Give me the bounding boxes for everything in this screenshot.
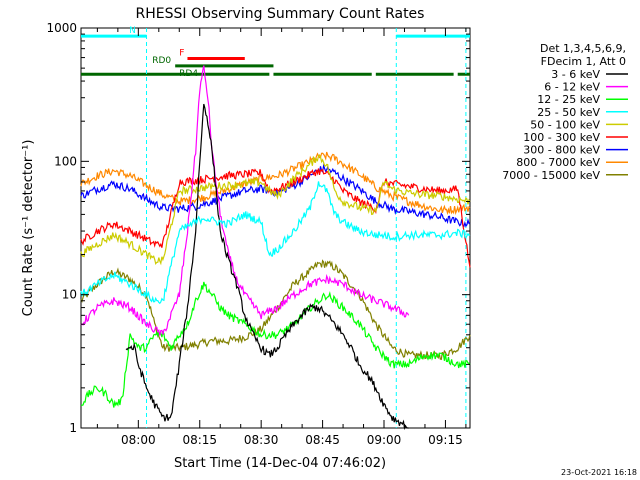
flag-label-rd0: RD0 (152, 56, 171, 66)
legend-entry: 3 - 6 keV (551, 68, 600, 81)
legend-entry: 12 - 25 keV (537, 93, 600, 106)
series-lines (80, 65, 471, 431)
series-line-2 (80, 281, 471, 408)
x-tick-label: 08:00 (121, 433, 156, 447)
plot-frame (80, 27, 471, 429)
y-tick-label: 100 (54, 154, 77, 168)
legend-header-line-1: Det 1,3,4,5,6,9, (540, 42, 626, 55)
x-axis-label: Start Time (14-Dec-04 07:46:02) (174, 456, 386, 471)
legend-entry: 800 - 7000 keV (516, 156, 600, 169)
flag-label-n: N (129, 26, 136, 36)
legend-entry: 25 - 50 keV (537, 106, 600, 119)
x-axis: 08:00 08:15 08:30 08:45 09:00 09:15 (96, 28, 467, 447)
series-line-6 (80, 163, 471, 228)
flag-bars: N F RD0 RD4 (81, 26, 470, 79)
y-axis-label: Count Rate (s⁻¹ detector⁻¹) (21, 140, 36, 317)
x-tick-label: 08:30 (244, 433, 279, 447)
series-line-4 (80, 154, 471, 266)
legend: Det 1,3,4,5,6,9, FDecim 1, Att 0 3 - 6 k… (502, 42, 628, 182)
series-line-5 (80, 168, 471, 268)
legend-entry: 50 - 100 keV (530, 118, 600, 131)
x-tick-label: 09:15 (428, 433, 463, 447)
x-tick-label: 08:45 (305, 433, 340, 447)
legend-entry: 100 - 300 keV (523, 131, 600, 144)
flag-label-f: F (179, 49, 184, 59)
legend-header-line-2: FDecim 1, Att 0 (541, 55, 626, 68)
y-axis: 1 10 100 1000 (46, 21, 470, 435)
y-tick-label: 10 (62, 288, 77, 302)
y-tick-label: 1 (69, 421, 77, 435)
x-tick-label: 08:15 (182, 433, 217, 447)
series-line-1 (80, 65, 410, 336)
footer-date: 23-Oct-2021 16:18 (561, 468, 637, 477)
flag-label-rd4: RD4 (179, 69, 198, 79)
chart-title: RHESSI Observing Summary Count Rates (136, 6, 425, 22)
legend-entry: 6 - 12 keV (544, 81, 600, 94)
y-tick-label: 1000 (46, 21, 77, 35)
x-tick-label: 09:00 (367, 433, 402, 447)
series-line-0 (125, 103, 409, 431)
legend-entry: 300 - 800 keV (523, 144, 600, 157)
dashed-markers (146, 28, 467, 428)
legend-entry: 7000 - 15000 keV (502, 169, 600, 182)
series-line-3 (80, 181, 471, 305)
series-line-7 (80, 151, 471, 216)
